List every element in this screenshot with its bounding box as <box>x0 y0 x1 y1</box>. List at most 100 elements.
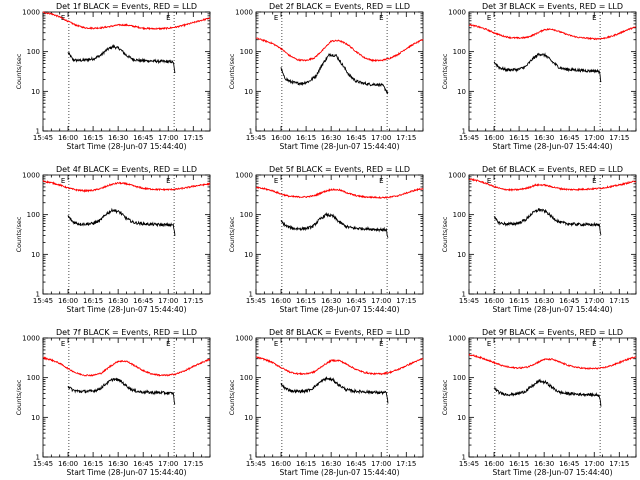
y-tick-label: 1000 <box>235 335 253 343</box>
panel-1: Det 1f BLACK = Events, RED = LLD 1 10 100 10… <box>15 2 211 151</box>
event-marker-label: E <box>592 14 596 22</box>
lld-series-line <box>42 356 211 377</box>
event-marker-label: E <box>487 177 491 185</box>
x-tick-label: 15:45 <box>33 297 53 305</box>
lld-series-line <box>42 11 211 31</box>
y-tick-label: 1 <box>36 454 40 462</box>
x-tick-label: 16:30 <box>108 297 128 305</box>
x-tick-label: 16:15 <box>296 134 316 142</box>
plot-frame <box>42 174 211 295</box>
x-axis-label: Start Time (28-Jun-07 15:44:40) <box>493 468 613 477</box>
plot-frame <box>468 174 637 295</box>
y-tick-label: 1000 <box>235 172 253 180</box>
event-marker-label: E <box>61 14 65 22</box>
x-tick-label: 16:45 <box>559 460 579 468</box>
events-series-line <box>493 52 602 83</box>
x-tick-label: 16:45 <box>346 297 366 305</box>
panel-title: Det 6f BLACK = Events, RED = LLD <box>482 165 623 174</box>
plot-frame <box>255 337 424 458</box>
y-tick-label: 1 <box>462 291 466 299</box>
x-tick-label: 17:00 <box>158 460 178 468</box>
panel-title: Det 5f BLACK = Events, RED = LLD <box>269 165 410 174</box>
y-tick-label: 1000 <box>448 172 466 180</box>
x-tick-label: 16:00 <box>58 297 78 305</box>
y-tick-label: 100 <box>240 211 253 219</box>
x-axis-label: Start Time (28-Jun-07 15:44:40) <box>280 305 400 314</box>
x-tick-label: 17:00 <box>584 297 604 305</box>
y-axis-label: Counts/sec <box>228 216 236 252</box>
x-tick-label: 16:15 <box>509 134 529 142</box>
x-tick-label: 16:30 <box>321 460 341 468</box>
event-marker-label: E <box>487 340 491 348</box>
y-axis-label: Counts/sec <box>15 216 23 252</box>
panel-2: Det 2f BLACK = Events, RED = LLD 1 10 100 10… <box>228 2 424 151</box>
x-tick-label: 15:45 <box>459 297 479 305</box>
y-axis-label: Counts/sec <box>228 53 236 89</box>
x-tick-label: 16:45 <box>559 134 579 142</box>
y-tick-label: 1 <box>249 291 253 299</box>
x-tick-label: 16:30 <box>108 134 128 142</box>
event-marker-label: E <box>166 340 170 348</box>
lld-series-line <box>468 178 637 192</box>
panel-4: Det 4f BLACK = Events, RED = LLD 1 10 100 10… <box>15 165 211 314</box>
x-tick-label: 16:15 <box>509 460 529 468</box>
events-series-line <box>280 53 389 95</box>
lld-series-line <box>255 356 424 376</box>
x-tick-label: 15:45 <box>246 297 266 305</box>
x-tick-label: 17:00 <box>371 460 391 468</box>
x-tick-label: 16:00 <box>484 297 504 305</box>
events-series-line <box>493 208 602 236</box>
y-axis-label: Counts/sec <box>228 379 236 415</box>
lld-series-line <box>468 353 637 370</box>
event-marker-label: E <box>274 340 278 348</box>
x-tick-label: 17:15 <box>609 297 629 305</box>
y-tick-label: 100 <box>27 374 40 382</box>
x-tick-label: 17:15 <box>396 297 416 305</box>
panel-title: Det 4f BLACK = Events, RED = LLD <box>56 165 197 174</box>
x-tick-label: 17:00 <box>584 460 604 468</box>
events-series-line <box>67 207 176 236</box>
x-tick-label: 16:30 <box>534 134 554 142</box>
y-tick-label: 100 <box>453 374 466 382</box>
y-tick-label: 1 <box>249 128 253 136</box>
x-tick-label: 16:15 <box>83 460 103 468</box>
x-tick-label: 16:15 <box>296 297 316 305</box>
panel-title: Det 3f BLACK = Events, RED = LLD <box>482 2 623 11</box>
y-tick-label: 1 <box>249 454 253 462</box>
y-axis-label: Counts/sec <box>441 379 449 415</box>
events-series-line <box>280 211 389 238</box>
x-tick-label: 17:15 <box>396 134 416 142</box>
x-tick-label: 16:00 <box>271 297 291 305</box>
x-tick-label: 16:00 <box>271 460 291 468</box>
x-tick-label: 15:45 <box>246 460 266 468</box>
panel-title: Det 9f BLACK = Events, RED = LLD <box>482 328 623 337</box>
x-tick-label: 17:15 <box>183 460 203 468</box>
y-tick-label: 1 <box>36 128 40 136</box>
plot-frame <box>255 11 424 132</box>
y-tick-label: 1000 <box>22 9 40 17</box>
x-tick-label: 17:15 <box>609 460 629 468</box>
y-tick-label: 10 <box>244 414 253 422</box>
panel-title: Det 7f BLACK = Events, RED = LLD <box>56 328 197 337</box>
y-tick-label: 100 <box>27 48 40 56</box>
x-tick-label: 15:45 <box>246 134 266 142</box>
y-tick-label: 10 <box>457 414 466 422</box>
y-axis-label: Counts/sec <box>441 53 449 89</box>
plot-frame <box>42 11 211 132</box>
x-tick-label: 16:15 <box>509 297 529 305</box>
panel-title: Det 8f BLACK = Events, RED = LLD <box>269 328 410 337</box>
x-tick-label: 16:45 <box>133 297 153 305</box>
events-series-line <box>67 43 176 74</box>
y-axis-label: Counts/sec <box>15 53 23 89</box>
event-marker-label: E <box>166 177 170 185</box>
y-axis-label: Counts/sec <box>441 216 449 252</box>
panel-title: Det 2f BLACK = Events, RED = LLD <box>269 2 410 11</box>
event-marker-label: E <box>274 14 278 22</box>
events-series-line <box>493 378 602 407</box>
lld-series-line <box>255 37 424 63</box>
x-tick-label: 16:45 <box>133 134 153 142</box>
panel-6: Det 6f BLACK = Events, RED = LLD 1 10 100 10… <box>441 165 637 314</box>
lld-series-line <box>468 23 637 41</box>
plot-frame <box>255 174 424 295</box>
